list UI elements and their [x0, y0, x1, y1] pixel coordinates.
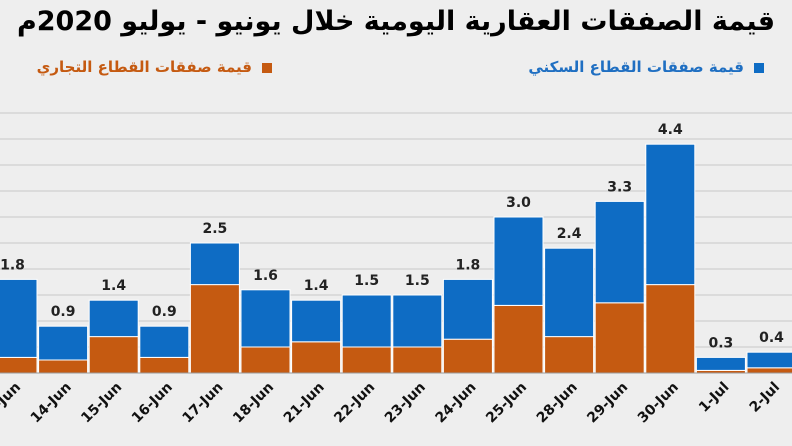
legend-commercial-label: قيمة صفقات القطاع التجاري — [36, 58, 252, 76]
bar-total-label: 2.4 — [557, 226, 582, 242]
x-tick-label: 16-Jun — [129, 379, 176, 426]
x-tick-label: 17-Jun — [180, 379, 227, 426]
bar-commercial — [240, 346, 291, 374]
x-tick-label: 25-Jun — [483, 379, 530, 426]
legend-residential-swatch — [754, 62, 764, 73]
x-tick-label: 30-Jun — [635, 379, 682, 426]
x-tick-label: 18-Jun — [230, 379, 277, 426]
bar-residential — [240, 289, 291, 348]
bar-residential — [392, 294, 443, 348]
bar-total-label: 1.5 — [354, 273, 379, 289]
bar-commercial — [392, 346, 443, 374]
legend-commercial: قيمة صفقات القطاع التجاري — [37, 58, 272, 76]
bar-total-label: 3.0 — [506, 195, 531, 211]
bar-commercial — [746, 367, 792, 374]
bar-total-label: 0.9 — [51, 304, 76, 320]
bar-residential — [544, 247, 595, 338]
bar-commercial — [645, 284, 696, 374]
bar-total-label: 3.3 — [607, 179, 632, 195]
bar-residential — [493, 216, 544, 306]
x-tick-label: 2-Jul — [747, 379, 783, 415]
bar-commercial — [0, 356, 38, 374]
bar-residential — [442, 278, 493, 340]
legend-residential: قيمة صفقات القطاع السكني — [528, 58, 764, 76]
bar-commercial — [341, 346, 392, 374]
bar-total-label: 1.8 — [0, 257, 25, 273]
x-tick-label: 22-Jun — [331, 379, 378, 426]
bar-commercial — [442, 338, 493, 374]
chart-title: قيمة الصفقات العقارية اليومية خلال يونيو… — [16, 6, 776, 37]
bar-total-label: 1.4 — [101, 278, 126, 294]
bar-residential — [189, 242, 240, 286]
x-tick-label: 15-Jun — [78, 379, 125, 426]
bar-commercial — [291, 341, 342, 374]
bar-commercial — [38, 359, 89, 374]
x-tick-label: 11-Jun — [0, 379, 24, 426]
x-tick-label: 24-Jun — [433, 379, 480, 426]
x-tick-label: 29-Jun — [584, 379, 631, 426]
bar-total-label: 0.3 — [708, 335, 733, 351]
bar-residential — [341, 294, 392, 348]
bar-residential — [746, 351, 792, 369]
x-tick-label: 23-Jun — [382, 379, 429, 426]
bar-total-label: 1.4 — [304, 278, 329, 294]
x-tick-label: 1-Jul — [696, 379, 732, 415]
bar-total-label: 1.6 — [253, 268, 278, 284]
bar-commercial — [139, 356, 190, 374]
bar-commercial — [594, 302, 645, 374]
x-tick-label: 28-Jun — [534, 379, 581, 426]
bar-commercial — [88, 336, 139, 374]
bar-total-label: 4.4 — [658, 122, 683, 138]
bar-residential — [594, 200, 645, 304]
bar-total-label: 1.5 — [405, 273, 430, 289]
x-tick-label: 14-Jun — [28, 379, 75, 426]
bar-commercial — [189, 284, 240, 374]
bar-commercial — [544, 336, 595, 374]
bar-residential — [291, 299, 342, 343]
bar-residential — [38, 325, 89, 361]
bar-residential — [695, 356, 746, 371]
bar-total-label: 1.8 — [455, 257, 480, 273]
bar-total-label: 0.4 — [759, 330, 784, 346]
bar-commercial — [493, 304, 544, 374]
bar-total-label: 2.5 — [202, 221, 227, 237]
legend-commercial-swatch — [262, 62, 272, 73]
bar-total-label: 0.9 — [152, 304, 177, 320]
x-tick-label: 21-Jun — [281, 379, 328, 426]
bar-residential — [0, 278, 38, 358]
bar-residential — [88, 299, 139, 338]
bar-residential — [139, 325, 190, 358]
bar-residential — [645, 143, 696, 286]
legend-residential-label: قيمة صفقات القطاع السكني — [528, 58, 744, 76]
